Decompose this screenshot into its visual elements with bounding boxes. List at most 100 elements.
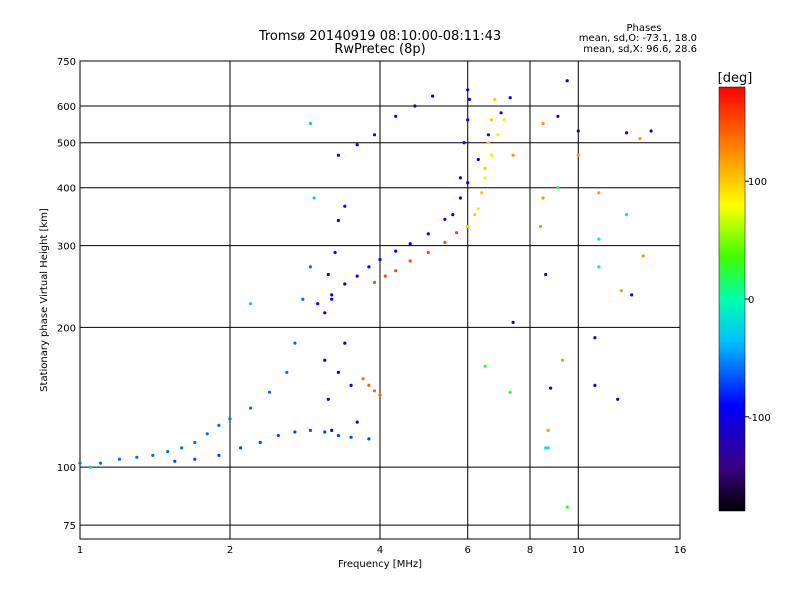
data-point bbox=[394, 269, 398, 273]
data-point bbox=[180, 446, 184, 450]
phases-o-stats: mean, sd,O: -73.1, 18.0 bbox=[579, 33, 697, 44]
data-point bbox=[408, 242, 412, 246]
data-point bbox=[625, 131, 629, 135]
data-point bbox=[326, 272, 330, 277]
data-point bbox=[330, 428, 334, 432]
data-point bbox=[462, 141, 466, 145]
data-point bbox=[326, 397, 330, 401]
data-point bbox=[508, 96, 512, 100]
data-point bbox=[367, 265, 371, 269]
data-point bbox=[205, 432, 209, 436]
x-tick-label: 8 bbox=[527, 545, 533, 556]
x-tick-label: 10 bbox=[572, 545, 585, 556]
data-point bbox=[308, 121, 312, 126]
data-point bbox=[483, 166, 487, 171]
data-point bbox=[443, 240, 447, 244]
data-point bbox=[361, 377, 365, 381]
data-point bbox=[556, 186, 560, 190]
data-point bbox=[649, 129, 653, 133]
data-point bbox=[249, 406, 253, 410]
data-point bbox=[258, 440, 262, 445]
data-point bbox=[135, 455, 139, 459]
data-point bbox=[511, 153, 515, 157]
data-point bbox=[455, 231, 459, 235]
data-point bbox=[539, 224, 543, 229]
data-point bbox=[499, 111, 503, 115]
data-point bbox=[480, 191, 484, 195]
data-point bbox=[394, 249, 398, 253]
data-point bbox=[490, 118, 494, 122]
data-point bbox=[193, 457, 197, 461]
data-point bbox=[466, 118, 470, 122]
data-point bbox=[549, 386, 553, 390]
data-point bbox=[336, 433, 340, 438]
data-point bbox=[467, 97, 472, 101]
data-point bbox=[565, 505, 569, 509]
y-tick-label: 400 bbox=[57, 184, 76, 195]
data-point bbox=[565, 79, 569, 83]
data-point bbox=[349, 435, 353, 439]
data-point bbox=[597, 237, 601, 241]
data-point bbox=[544, 446, 548, 450]
data-point bbox=[493, 97, 497, 101]
data-point bbox=[330, 297, 334, 301]
data-point bbox=[239, 446, 243, 450]
data-point bbox=[556, 114, 560, 118]
data-point bbox=[597, 265, 601, 269]
data-point bbox=[466, 88, 470, 92]
data-point bbox=[308, 428, 312, 432]
data-point bbox=[630, 293, 634, 297]
data-point bbox=[458, 196, 462, 200]
colorbar-tick-label: -100 bbox=[748, 413, 771, 424]
data-point bbox=[301, 297, 305, 301]
data-point bbox=[476, 207, 480, 211]
data-point bbox=[483, 364, 487, 368]
data-point bbox=[336, 153, 340, 157]
y-tick-label: 600 bbox=[57, 102, 76, 113]
data-point bbox=[641, 254, 645, 258]
data-point bbox=[546, 446, 550, 450]
data-point bbox=[508, 390, 512, 394]
data-point bbox=[541, 196, 545, 200]
data-point bbox=[426, 232, 430, 236]
data-point bbox=[367, 437, 371, 441]
data-point bbox=[561, 358, 565, 362]
data-point bbox=[276, 433, 280, 438]
data-point bbox=[576, 129, 580, 133]
data-point bbox=[285, 370, 289, 374]
data-point bbox=[625, 213, 629, 217]
data-point bbox=[193, 440, 197, 445]
data-point bbox=[249, 302, 253, 306]
colorbar-tick-label: 0 bbox=[748, 295, 754, 306]
data-point bbox=[99, 461, 103, 465]
x-tick-label: 1 bbox=[77, 545, 83, 556]
y-tick-label: 75 bbox=[63, 521, 76, 532]
y-tick-label: 300 bbox=[57, 242, 76, 253]
x-tick-label: 2 bbox=[227, 545, 233, 556]
data-point bbox=[293, 430, 297, 434]
data-point bbox=[323, 358, 327, 362]
data-point bbox=[349, 383, 353, 387]
data-point bbox=[496, 133, 500, 137]
data-point bbox=[151, 453, 155, 457]
data-point bbox=[166, 450, 170, 454]
chart-title: Tromsø 20140919 08:10:00-08:11:43 bbox=[258, 29, 501, 44]
data-point bbox=[355, 143, 359, 147]
chart-subtitle: RwPretec (8p) bbox=[334, 42, 425, 57]
data-point bbox=[316, 302, 320, 306]
data-point bbox=[173, 459, 177, 463]
y-tick-label: 100 bbox=[57, 463, 76, 474]
data-point bbox=[546, 428, 550, 432]
grid-lines bbox=[80, 61, 680, 539]
data-point bbox=[367, 383, 371, 387]
data-point bbox=[330, 293, 334, 297]
data-point bbox=[443, 217, 447, 221]
colorbar-tick-label: 100 bbox=[748, 177, 767, 188]
data-point bbox=[502, 118, 506, 122]
y-tick-label: 750 bbox=[57, 57, 76, 68]
data-point bbox=[355, 274, 359, 278]
data-point bbox=[267, 390, 272, 394]
data-point bbox=[490, 153, 494, 157]
data-point bbox=[308, 265, 312, 269]
